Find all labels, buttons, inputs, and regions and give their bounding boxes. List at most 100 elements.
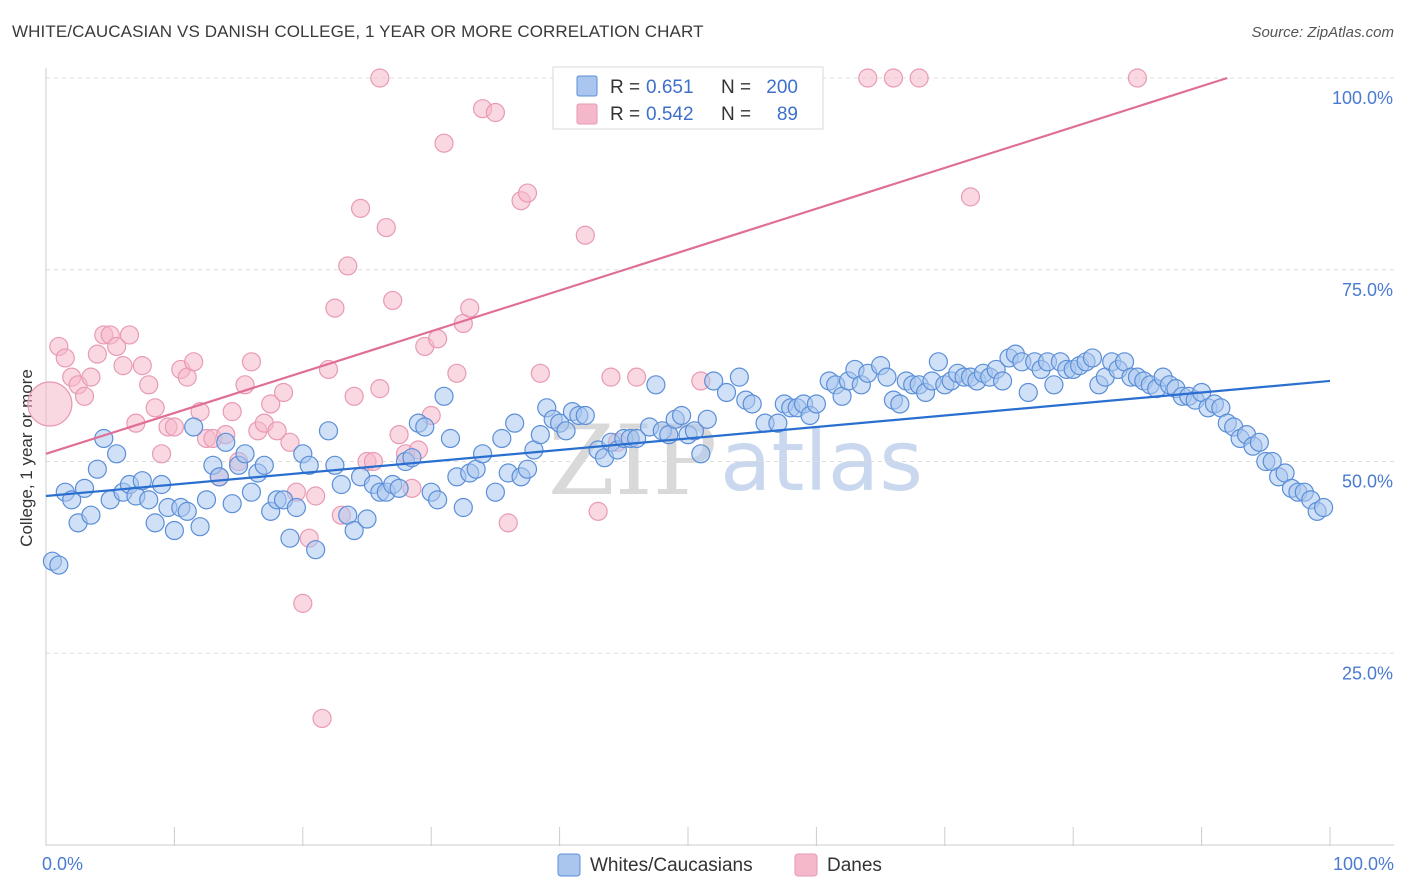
point-danes-15 [139,375,159,395]
point-whites-16 [145,513,165,533]
point-danes-12 [119,325,140,345]
y-tick-labels: 25.0% 50.0% 75.0% 100.0% [1332,88,1393,683]
point-danes-62 [447,363,467,383]
point-danes-74 [601,367,621,387]
point-whites-23 [190,517,210,537]
y-tick-label-25: 25.0% [1342,663,1393,683]
point-danes-42 [312,708,332,729]
point-whites-72 [517,459,538,479]
point-whites-5 [74,478,95,498]
point-whites-111 [806,394,827,414]
legend-box [552,66,824,130]
point-whites-138 [992,371,1013,391]
point-whites-15 [139,490,159,510]
point-whites-30 [235,444,255,464]
point-whites-128 [928,352,948,372]
point-danes-19 [164,417,184,437]
point-danes-2 [55,348,75,368]
point-whites-78 [556,421,576,441]
point-whites-61 [440,428,461,449]
point-whites-42 [318,421,339,441]
point-whites-67 [485,482,505,502]
legend-bottom-swatch-blue [557,853,581,877]
y-tick-label-50: 50.0% [1342,472,1393,492]
point-danes-44 [325,298,345,318]
point-danes-66 [485,102,505,123]
x-tick-label-min: 0.0% [42,854,83,874]
point-whites-46 [344,520,364,541]
point-whites-122 [890,394,910,414]
legend-swatch-blue [576,75,598,97]
point-danes-79 [883,68,904,88]
point-whites-97 [691,444,711,464]
point-danes-36 [273,382,294,403]
point-whites-48 [357,509,377,529]
point-whites-60 [434,386,454,406]
point-danes-60 [428,329,448,349]
point-whites-90 [646,375,666,395]
point-whites-152 [1082,348,1103,368]
point-whites-21 [177,501,197,521]
point-whites-41 [306,540,326,560]
point-danes-53 [383,290,403,311]
series-danes [27,68,1148,729]
point-whites-37 [280,528,300,548]
point-whites-53 [389,478,409,498]
point-whites-96 [684,421,705,441]
legend-bottom-label-whites: Whites/Caucasians [590,855,753,876]
point-danes-31 [241,352,262,372]
point-danes-67 [498,513,518,533]
point-whites-100 [716,382,737,403]
point-whites-142 [1018,382,1038,403]
point-whites-26 [209,467,229,487]
point-whites-57 [415,417,435,437]
point-danes-14 [132,356,152,376]
point-whites-178 [1249,432,1269,452]
point-whites-31 [241,482,262,502]
legend-r-value-blue: 0.651 [646,77,694,98]
point-danes-48 [350,198,371,218]
point-danes-52 [376,217,396,238]
point-whites-99 [704,371,724,391]
legend-bottom: Whites/Caucasians Danes [557,853,882,877]
point-danes-11 [113,356,133,376]
point-danes-47 [344,386,364,406]
point-whites-81 [575,405,595,426]
point-whites-120 [877,367,897,387]
point-whites-19 [164,520,184,541]
point-whites-74 [530,425,550,445]
point-danes-0 [27,381,73,427]
point-danes-51 [370,379,390,399]
trendline-danes [45,76,1228,455]
x-tick-label-max: 100.0% [1333,854,1394,874]
point-whites-105 [768,413,788,433]
point-danes-46 [338,256,358,276]
point-danes-81 [960,187,981,207]
point-danes-76 [627,367,647,387]
point-whites-7 [87,459,107,479]
series-whites [42,344,1334,575]
point-danes-73 [588,501,608,521]
point-whites-22 [184,417,204,437]
legend-n-value-blue: 200 [766,77,798,98]
point-danes-35 [267,421,287,441]
point-whites-1 [49,555,69,575]
point-whites-28 [222,494,242,514]
point-whites-6 [81,505,101,525]
legend-swatch-pink [576,103,598,125]
point-danes-37 [280,432,300,452]
point-whites-66 [472,444,493,464]
point-danes-28 [222,402,242,422]
point-whites-63 [453,497,473,518]
axes [45,68,1394,846]
legend-top: R = 0.651 N = 200 R = 0.542 N = 89 [552,66,824,130]
point-danes-61 [434,133,454,153]
point-whites-188 [1313,497,1334,518]
point-danes-80 [909,68,929,88]
point-whites-3 [62,490,82,510]
point-whites-14 [132,471,152,491]
legend-n-label-pink: N = [721,104,751,125]
point-danes-69 [517,183,538,203]
legend-r-label-blue: R = [610,77,640,98]
